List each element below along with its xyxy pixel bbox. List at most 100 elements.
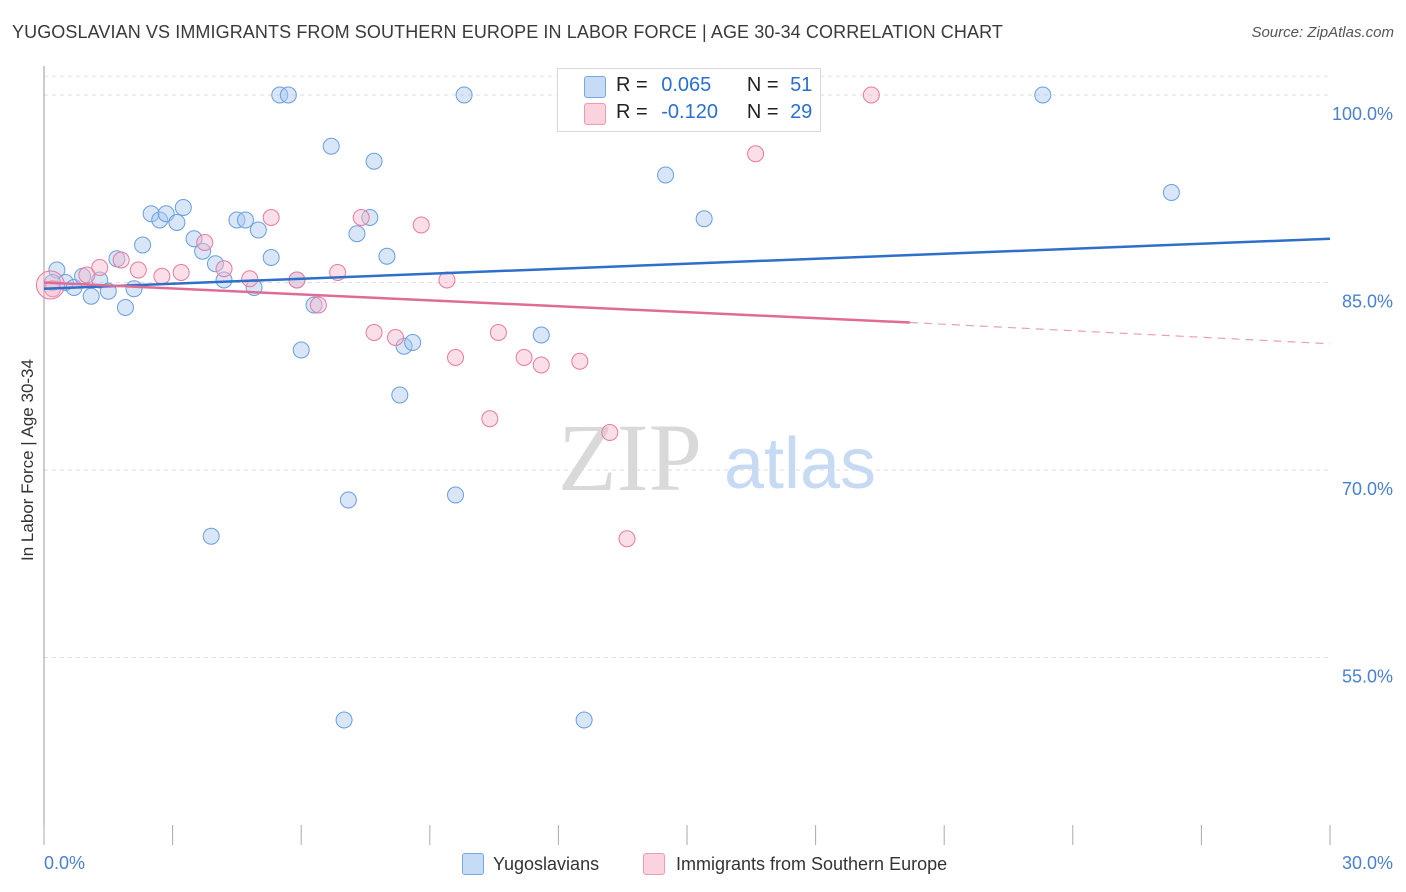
data-point: [172, 264, 190, 281]
axes: [43, 66, 1331, 845]
data-point: [747, 145, 765, 163]
data-point: [206, 255, 224, 273]
data-point: [174, 199, 192, 216]
data-point: [391, 386, 409, 404]
data-point: [241, 270, 259, 288]
data-point: [151, 211, 169, 229]
data-point: [575, 711, 593, 729]
y-tick-label: 85.0%: [1342, 292, 1393, 312]
y-tick-labels: 55.0% 70.0% 85.0% 100.0%: [1332, 104, 1393, 687]
data-point: [142, 205, 160, 223]
data-point: [309, 296, 327, 314]
data-point: [271, 86, 289, 104]
data-point: [378, 247, 396, 265]
data-point: [1034, 86, 1052, 104]
data-point: [196, 234, 214, 251]
data-point: [395, 337, 413, 355]
data-point: [262, 249, 280, 266]
n-value: 29: [790, 101, 813, 123]
data-point: [571, 352, 589, 370]
n-label: N =: [746, 101, 779, 123]
data-point: [129, 261, 147, 279]
data-point: [202, 527, 220, 545]
data-point: [365, 324, 383, 341]
r-value: 0.065: [661, 74, 712, 96]
data-point: [236, 211, 254, 229]
x-tick-label: 30.0%: [1342, 853, 1393, 873]
data-point: [352, 209, 370, 226]
chart-title: YUGOSLAVIAN VS IMMIGRANTS FROM SOUTHERN …: [12, 22, 1003, 42]
data-point: [481, 410, 499, 428]
data-point: [601, 424, 619, 441]
data-point: [112, 251, 130, 269]
data-point: [168, 214, 186, 231]
bottom-legend-label-immigrants: Immigrants from Southern Europe: [676, 854, 948, 874]
data-point: [78, 266, 96, 284]
data-point: [412, 216, 430, 234]
n-value: 51: [790, 74, 813, 96]
watermark-zip: ZIP: [558, 404, 702, 511]
data-point: [489, 324, 507, 341]
bottom-legend-label-yugoslavians: Yugoslavians: [493, 854, 600, 874]
series-immigrants-southern-europe: [35, 86, 880, 548]
gridlines: [44, 75, 1330, 658]
x-tick-labels: 0.0% 30.0%: [44, 853, 1393, 873]
data-point: [348, 225, 366, 243]
trend-line-immigrants: [43, 281, 910, 324]
data-point: [657, 166, 675, 184]
data-point: [279, 86, 297, 104]
y-tick-label: 100.0%: [1332, 104, 1393, 124]
data-point: [48, 261, 66, 279]
source-credit: Source: ZipAtlas.com: [1251, 24, 1394, 41]
data-point: [305, 296, 323, 314]
data-point: [365, 152, 383, 170]
data-point: [862, 86, 880, 104]
data-point: [116, 299, 134, 316]
r-label: R =: [616, 74, 648, 96]
data-point: [228, 211, 246, 229]
data-point: [249, 221, 267, 239]
bottom-legend-swatch-yugoslavians: [462, 853, 484, 875]
r-label: R =: [616, 101, 648, 123]
data-point: [387, 329, 405, 346]
data-point: [335, 711, 353, 729]
data-point: [82, 287, 100, 305]
legend-swatch-immigrants: [584, 103, 606, 125]
legend-row-yugoslavians: R = 0.065 N = 51: [616, 74, 812, 100]
trend-lines: [43, 237, 1331, 345]
data-point: [404, 334, 422, 351]
data-point: [215, 260, 233, 278]
trend-line-immigrants-extension: [909, 321, 1331, 345]
data-point: [153, 267, 171, 285]
data-point: [339, 491, 357, 509]
data-point: [322, 137, 340, 155]
data-point: [262, 209, 280, 226]
r-value: -0.120: [661, 101, 718, 123]
data-point: [185, 230, 203, 248]
n-label: N =: [746, 74, 779, 96]
data-point: [532, 326, 550, 344]
data-point: [292, 341, 310, 359]
data-point: [515, 349, 533, 366]
y-tick-label: 55.0%: [1342, 667, 1393, 687]
data-point: [455, 86, 473, 104]
bottom-legend-swatch-immigrants: [643, 853, 665, 875]
stats-legend: R = 0.065 N = 51 R = -0.120 N = 29: [557, 68, 821, 132]
watermark-atlas: atlas: [724, 424, 876, 504]
data-point: [1162, 184, 1180, 201]
data-point: [125, 280, 143, 298]
data-point: [532, 356, 550, 374]
trend-line-yugoslavians: [43, 237, 1331, 290]
x-tick-label: 0.0%: [44, 853, 85, 873]
legend-swatch-yugoslavians: [584, 76, 606, 98]
data-point: [134, 236, 152, 254]
data-point: [447, 349, 465, 366]
data-point: [361, 209, 379, 226]
data-point: [447, 486, 465, 504]
y-tick-label: 70.0%: [1342, 479, 1393, 499]
data-point: [618, 530, 636, 548]
data-point: [35, 270, 65, 300]
data-point: [91, 259, 109, 276]
data-point: [695, 210, 713, 228]
